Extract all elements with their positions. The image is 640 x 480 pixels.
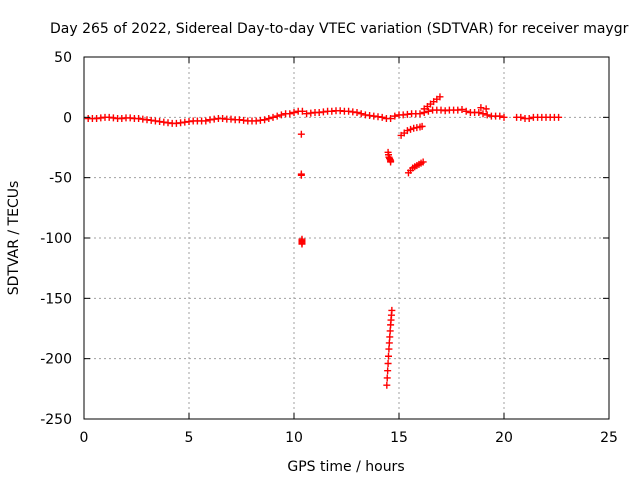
data-point [386,333,394,341]
data-point [458,105,466,113]
data-point [517,113,525,121]
data-point [479,110,487,118]
x-axis-title: GPS time / hours [287,459,404,475]
data-point [269,113,277,121]
y-tick-label: -200 [40,352,72,368]
data-point [403,127,411,135]
data-point [297,130,305,138]
y-tick-label: -250 [40,412,72,428]
data-point [419,158,427,166]
data-point [357,110,365,118]
data-point [385,352,392,360]
data-point [500,113,508,121]
data-point [418,122,426,130]
data-point [386,327,394,335]
data-point [482,105,490,113]
data-point [298,240,306,248]
series-arc-near-16-h [404,158,427,177]
x-tick-label: 25 [600,430,618,446]
data-point [353,109,361,117]
data-point [273,112,281,120]
data-point [388,306,396,314]
chart-title: Day 265 of 2022, Sidereal Day-to-day VTE… [50,21,629,37]
data-point [265,115,273,123]
data-point [436,93,444,101]
data-point [297,171,305,179]
data-point [261,116,269,124]
data-point [384,367,392,375]
tick-labels: 0 5 10 15 20 25 -250 -200 -150 -100 -50 0 50 [40,50,618,446]
data-point [391,112,399,120]
x-tick-label: 5 [185,430,194,446]
y-tick-label: 50 [54,50,72,66]
data-point [387,115,395,123]
x-tick-label: 20 [495,430,513,446]
data-point [378,113,386,121]
data-point [462,107,470,115]
y-tick-label: -150 [40,291,72,307]
data-point [387,158,395,166]
data-point [475,109,483,117]
data-point [385,345,393,353]
y-tick-label: -100 [40,231,72,247]
series-deep-dip-near-14-5-h [383,306,396,389]
y-tick-label: -50 [49,171,72,187]
x-tick-label: 0 [80,430,89,446]
data-point [277,111,285,119]
data-point [416,110,424,118]
data-points [84,93,563,389]
data-point [555,113,563,121]
series-trace-near-14-5-h [384,148,395,166]
x-tick-label: 15 [390,430,408,446]
data-point [483,111,491,119]
y-tick-label: 0 [63,110,72,126]
data-point [407,125,415,133]
series-arc-near-15-5-h [397,122,426,139]
series-points-near-19-h [477,104,490,113]
data-point [525,115,533,123]
data-point [424,107,432,115]
y-axis-title: SDTVAR / TECUs [6,181,22,296]
axis-ticks [83,56,610,420]
x-tick-label: 10 [285,430,303,446]
data-point [385,339,393,347]
data-point [384,359,392,367]
data-point [290,109,298,117]
data-point [202,117,210,125]
data-point [477,104,485,112]
series-main-band [84,105,563,127]
data-point [496,112,504,120]
data-point [298,107,306,115]
data-point [383,374,391,382]
data-point [383,381,391,389]
data-point [286,110,294,118]
series-rising-trace [420,93,444,113]
series-trace-near-10-3-h [297,130,306,248]
